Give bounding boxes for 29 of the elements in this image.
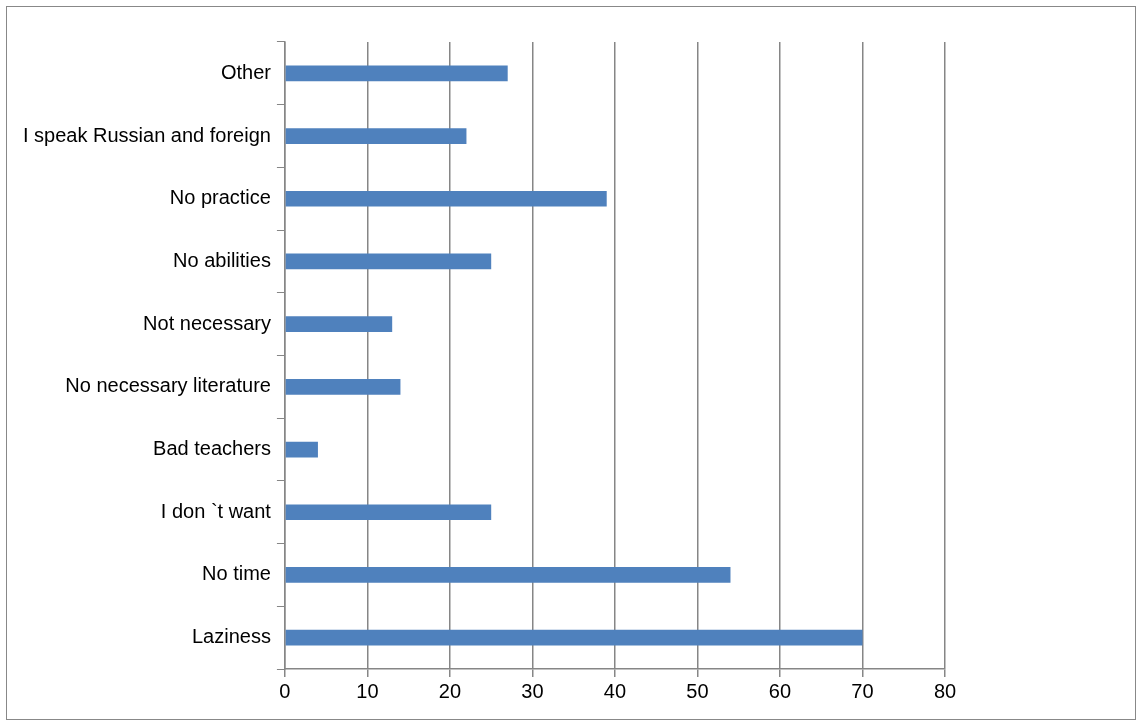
x-tick-label: 70 xyxy=(851,679,874,702)
bar xyxy=(285,316,393,332)
y-tick-label: No practice xyxy=(169,186,271,209)
x-tick-label: 50 xyxy=(686,679,709,702)
x-tick-label: 20 xyxy=(438,679,462,702)
y-tick-label: No necessary literature xyxy=(65,374,271,397)
bar xyxy=(285,128,467,144)
bar xyxy=(285,629,863,646)
y-tick-label: Bad teachers xyxy=(153,437,271,460)
x-tick-label: 10 xyxy=(356,679,379,702)
y-tick-label: Other xyxy=(220,60,272,83)
bar xyxy=(285,379,401,395)
y-tick-label: No time xyxy=(202,562,271,585)
bar xyxy=(285,190,607,207)
x-tick-label: 40 xyxy=(603,679,627,702)
bar xyxy=(285,441,318,458)
y-tick-label: Laziness xyxy=(191,625,271,648)
y-tick-label: I speak Russian and foreign xyxy=(22,123,271,146)
x-tick-label: 0 xyxy=(279,679,291,702)
y-tick-label: No abilities xyxy=(173,248,271,271)
bar xyxy=(285,567,731,583)
bar xyxy=(285,253,492,270)
y-tick-label: Not necessary xyxy=(143,311,271,334)
x-tick-label: 80 xyxy=(933,679,957,702)
bar xyxy=(285,504,492,521)
x-tick-label: 60 xyxy=(768,679,792,702)
bar xyxy=(285,65,508,82)
y-tick-label: I don `t want xyxy=(160,499,272,522)
x-tick-label: 30 xyxy=(521,679,544,702)
